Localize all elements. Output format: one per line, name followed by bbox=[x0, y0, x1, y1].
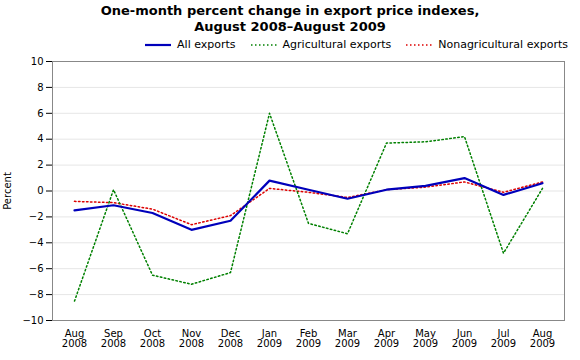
svg-text:Sep2008: Sep2008 bbox=[101, 328, 126, 349]
html-text:All exports: All exports bbox=[177, 38, 236, 51]
svg-text:0: 0 bbox=[37, 185, 43, 196]
html-text:Agricultural exports: Agricultural exports bbox=[282, 38, 392, 51]
svg-text:May2009: May2009 bbox=[413, 328, 438, 349]
svg-text:Dec2008: Dec2008 bbox=[218, 328, 243, 349]
svg-text:Jan2009: Jan2009 bbox=[257, 328, 282, 349]
svg-text:−10: −10 bbox=[22, 315, 43, 326]
svg-text:−6: −6 bbox=[29, 263, 44, 274]
svg-text:Apr2009: Apr2009 bbox=[374, 328, 399, 349]
svg-text:−8: −8 bbox=[29, 289, 44, 300]
svg-text:Aug2009: Aug2009 bbox=[530, 328, 555, 349]
svg-text:Jul2009: Jul2009 bbox=[491, 328, 516, 349]
svg-text:Oct2008: Oct2008 bbox=[140, 328, 165, 349]
svg-text:8: 8 bbox=[37, 82, 43, 93]
svg-text:Aug2008: Aug2008 bbox=[62, 328, 87, 349]
svg-text:Percent: Percent bbox=[2, 172, 13, 210]
svg-text:Mar2009: Mar2009 bbox=[335, 328, 360, 349]
svg-text:Nov2008: Nov2008 bbox=[179, 328, 204, 349]
svg-text:2: 2 bbox=[37, 159, 43, 170]
svg-text:Feb2009: Feb2009 bbox=[296, 328, 321, 349]
html-text:Nonagricultural exports: Nonagricultural exports bbox=[438, 38, 568, 51]
svg-text:6: 6 bbox=[37, 108, 43, 119]
svg-text:4: 4 bbox=[37, 133, 43, 144]
svg-text:−2: −2 bbox=[29, 211, 44, 222]
html-text:One-month percent change in ex: One-month percent change in export price… bbox=[100, 3, 480, 34]
svg-text:−4: −4 bbox=[29, 237, 44, 248]
svg-text:10: 10 bbox=[31, 56, 44, 67]
svg-text:Jun2009: Jun2009 bbox=[452, 328, 477, 349]
